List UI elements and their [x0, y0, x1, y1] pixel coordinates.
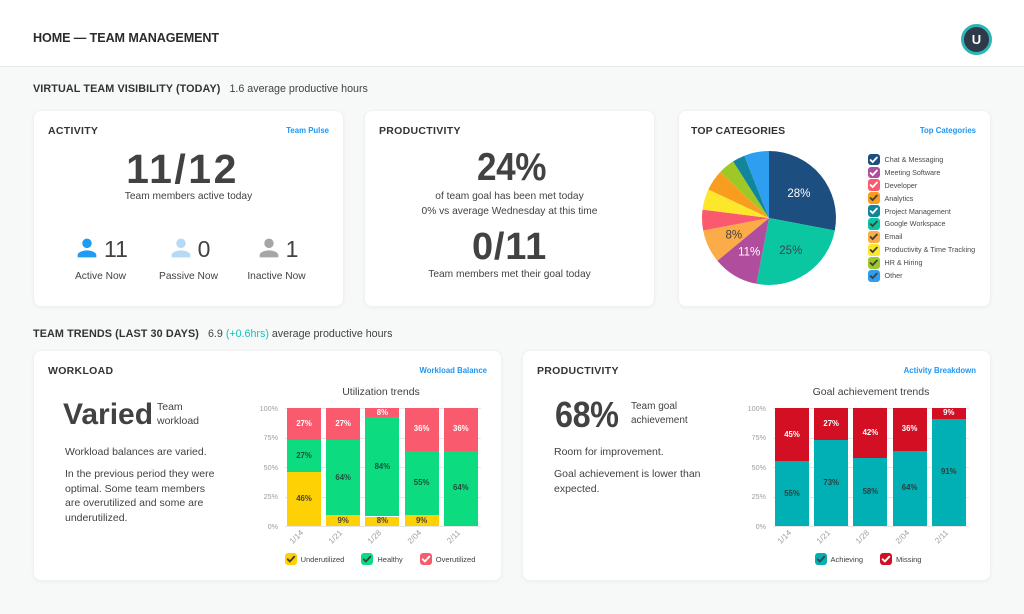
- svg-text:28%: 28%: [787, 188, 810, 200]
- svg-text:11%: 11%: [738, 246, 760, 258]
- svg-text:8%: 8%: [725, 230, 742, 242]
- svg-text:25%: 25%: [779, 245, 802, 257]
